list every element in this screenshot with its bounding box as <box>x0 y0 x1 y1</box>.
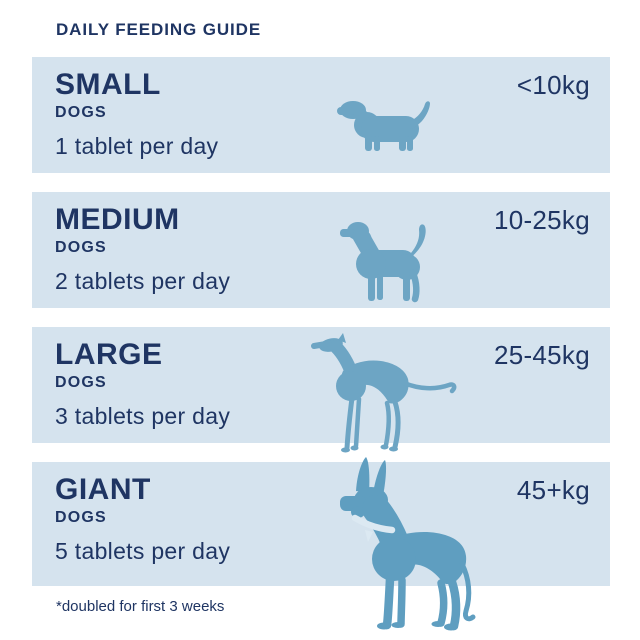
dogs-sublabel: DOGS <box>55 239 107 256</box>
great-dane-icon <box>340 457 476 631</box>
dose-label: 5 tablets per day <box>55 538 231 564</box>
weight-range-label: 45+kg <box>516 475 590 505</box>
dose-label: 3 tablets per day <box>55 403 231 429</box>
size-label-large: LARGE <box>55 338 163 371</box>
size-label-giant: GIANT <box>55 473 151 506</box>
dogs-sublabel: DOGS <box>55 374 107 391</box>
weight-range-label: 10-25kg <box>493 205 590 235</box>
size-label-small: SMALL <box>55 68 161 101</box>
feeding-row-medium: MEDIUM DOGS 2 tablets per day 10-25kg <box>32 192 610 308</box>
dose-label: 2 tablets per day <box>55 268 231 294</box>
dachshund-icon <box>337 101 430 151</box>
size-label-medium: MEDIUM <box>55 203 180 236</box>
collar <box>351 514 396 542</box>
greyhound-icon <box>311 333 457 453</box>
dogs-sublabel: DOGS <box>55 104 107 121</box>
beagle-icon <box>340 222 426 303</box>
feeding-row-giant: GIANT DOGS 5 tablets per day 45+kg <box>32 462 610 586</box>
weight-range-label: <10kg <box>516 70 590 100</box>
weight-range-label: 25-45kg <box>493 340 590 370</box>
dose-label: 1 tablet per day <box>55 133 219 159</box>
footnote: *doubled for first 3 weeks <box>56 598 225 615</box>
dogs-sublabel: DOGS <box>55 509 107 526</box>
feeding-row-small: SMALL DOGS 1 tablet per day <10kg <box>32 57 610 173</box>
page-title: DAILY FEEDING GUIDE <box>56 20 262 39</box>
